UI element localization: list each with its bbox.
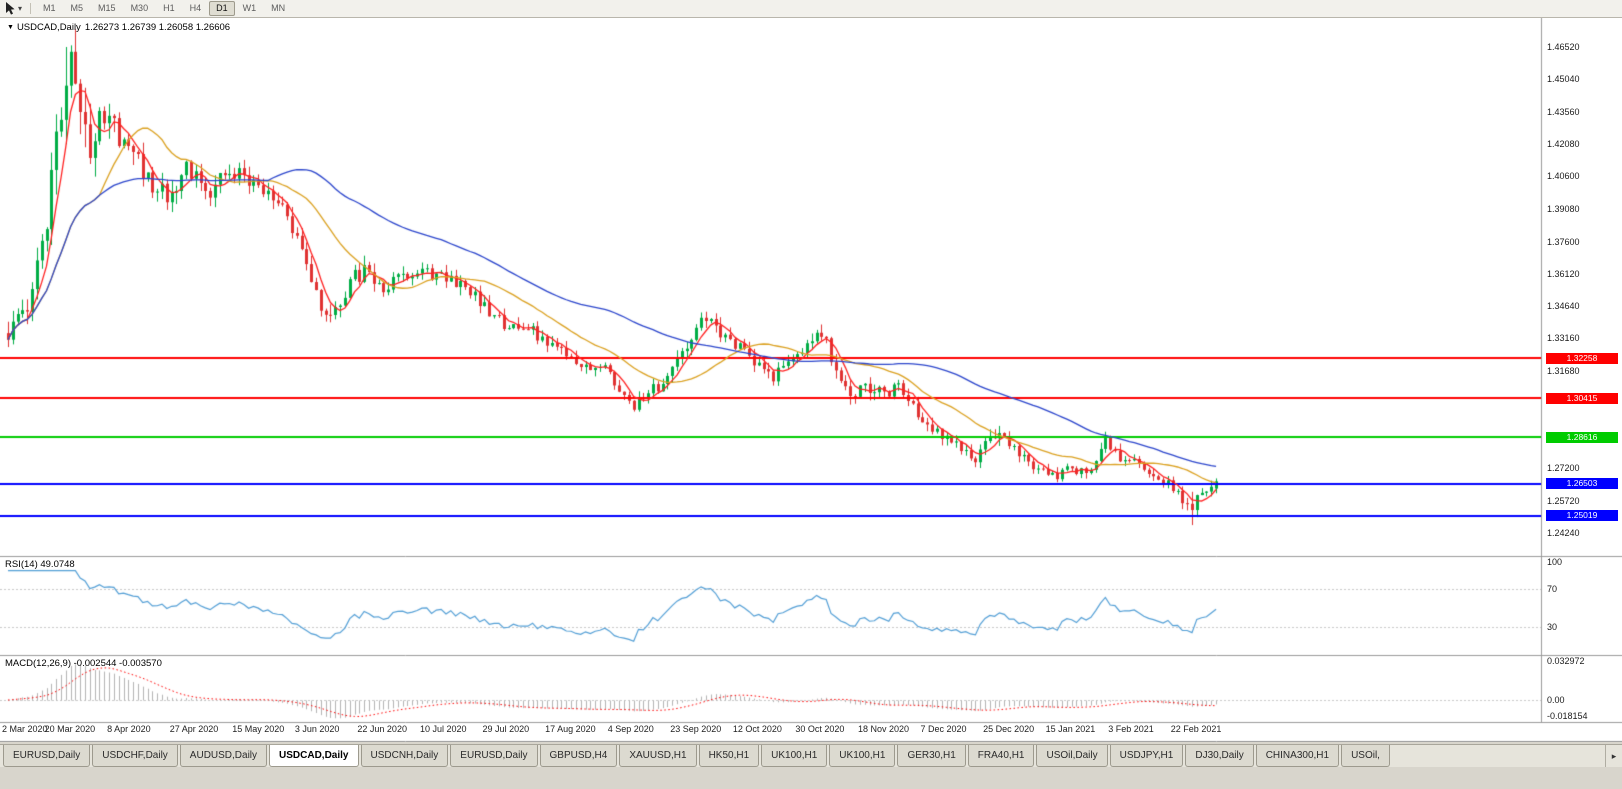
rsi-axis-label: 70 — [1547, 584, 1558, 595]
date-axis-label: 10 Jul 2020 — [419, 724, 467, 734]
timeframe-button-h1[interactable]: H1 — [163, 3, 175, 13]
date-axis-label: 8 Apr 2020 — [107, 724, 151, 734]
date-axis-label: 27 Apr 2020 — [169, 724, 219, 734]
date-axis-label: 7 Dec 2020 — [920, 724, 967, 734]
chart-tab-xauusd-h1[interactable]: XAUUSD,H1 — [619, 745, 697, 767]
chart-tab-bar: EURUSD,Daily USDCHF,Daily AUDUSD,Daily USDC… — [0, 744, 1622, 767]
price-axis-label: 1.45040 — [1547, 74, 1580, 85]
date-axis-label: 3 Feb 2021 — [1108, 724, 1154, 734]
date-axis-label: 22 Feb 2021 — [1170, 724, 1222, 734]
chart-tab-eurusd-daily[interactable]: EURUSD,Daily — [450, 745, 538, 767]
collapse-triangle-icon[interactable]: ▼ — [7, 24, 14, 31]
price-chart-canvas[interactable] — [0, 18, 1622, 742]
chart-tab-audusd-daily[interactable]: AUDUSD,Daily — [179, 745, 268, 767]
rsi-indicator-label: RSI(14) 49.0748 — [5, 559, 75, 570]
price-tag-1.32258: 1.32258 — [1546, 352, 1618, 364]
price-axis-label: 1.31680 — [1547, 365, 1580, 376]
chart-ohlc-values: 1.26273 1.26739 1.26058 1.26606 — [84, 22, 231, 33]
timeframe-button-mn[interactable]: MN — [271, 3, 286, 13]
date-axis-label: 23 Sep 2020 — [670, 724, 722, 734]
date-axis-label: 2 Mar 2020 — [2, 724, 48, 734]
chart-tab-china300-h1[interactable]: CHINA300,H1 — [1255, 745, 1340, 767]
timeframe-button-m15[interactable]: M15 — [98, 3, 116, 13]
top-toolbar: ▾ M1 M5 M15 M30 H1 H4 D1 W1 MN — [0, 0, 1622, 18]
chart-tabs: EURUSD,Daily USDCHF,Daily AUDUSD,Daily USDC… — [0, 745, 1605, 767]
macd-axis-label: 0.00 — [1547, 695, 1565, 705]
price-axis-label: 1.34640 — [1547, 301, 1580, 312]
chart-tab-uk100-h1[interactable]: UK100,H1 — [761, 745, 828, 767]
macd-axis-label: -0.018154 — [1547, 711, 1588, 721]
price-tag-1.28616: 1.28616 — [1546, 431, 1618, 443]
rsi-axis-label: 100 — [1547, 557, 1563, 567]
chart-tab-usdjpy-h1[interactable]: USDJPY,H1 — [1109, 745, 1184, 767]
timeframe-button-m5[interactable]: M5 — [70, 3, 84, 13]
date-axis-label: 15 Jan 2021 — [1045, 724, 1096, 734]
date-axis-label: 3 Jun 2020 — [294, 724, 340, 734]
timeframe-button-d1[interactable]: D1 — [209, 1, 235, 16]
timeframe-toolbar: M1 M5 M15 M30 H1 H4 D1 W1 MN — [36, 1, 293, 16]
date-axis-label: 20 Mar 2020 — [44, 724, 96, 734]
chart-title: ▼ USDCAD,Daily 1.26273 1.26739 1.26058 1.2… — [7, 22, 230, 33]
timeframe-button-m30[interactable]: M30 — [130, 3, 149, 13]
price-axis-label: 1.46520 — [1547, 42, 1580, 52]
rsi-axis-label: 30 — [1547, 621, 1558, 632]
price-axis-label: 1.27200 — [1547, 463, 1580, 474]
chart-tab-ger30-h1[interactable]: GER30,H1 — [897, 745, 966, 767]
timeframe-button-m1[interactable]: M1 — [43, 3, 56, 13]
price-axis-label: 1.40600 — [1547, 171, 1580, 182]
price-axis-label: 1.24240 — [1547, 527, 1580, 538]
date-axis-label: 15 May 2020 — [232, 724, 285, 734]
chart-tab-hk50-h1[interactable]: HK50,H1 — [698, 745, 760, 767]
chart-tab-usdcnh-daily[interactable]: USDCNH,Daily — [360, 745, 449, 767]
macd-indicator-label: MACD(12,26,9) -0.002544 -0.003570 — [5, 658, 162, 669]
cursor-tool-button[interactable] — [2, 1, 18, 16]
price-axis-label: 1.25720 — [1547, 495, 1580, 506]
date-axis-label: 25 Dec 2020 — [983, 724, 1035, 734]
toolbar-separator — [30, 3, 32, 14]
chart-tab-usdcad-daily[interactable]: USDCAD,Daily — [269, 745, 359, 767]
price-tag-1.30415: 1.30415 — [1546, 392, 1618, 404]
chart-tab-uk100-h1[interactable]: UK100,H1 — [829, 745, 896, 767]
date-axis-label: 22 Jun 2020 — [357, 724, 407, 734]
tab-scroll-right-button[interactable]: ▸ — [1605, 745, 1622, 767]
price-axis-label: 1.33160 — [1547, 333, 1580, 344]
cursor-icon — [5, 2, 15, 15]
date-axis-label: 29 Jul 2020 — [482, 724, 530, 734]
macd-axis-label: 0.032972 — [1547, 656, 1585, 666]
price-tag-1.25019: 1.25019 — [1546, 510, 1618, 522]
date-axis-label: 18 Nov 2020 — [857, 724, 909, 734]
chart-tab-dj30-daily[interactable]: DJ30,Daily — [1185, 745, 1254, 767]
price-axis-label: 1.39080 — [1547, 204, 1580, 215]
chart-symbol-label: USDCAD,Daily — [16, 22, 81, 33]
price-axis-label: 1.42080 — [1547, 138, 1580, 149]
chart-tab-gbpusd-h4[interactable]: GBPUSD,H4 — [539, 745, 618, 767]
date-axis-label: 4 Sep 2020 — [607, 724, 654, 734]
chart-tab-fra40-h1[interactable]: FRA40,H1 — [967, 745, 1035, 767]
chart-tab-usdchf-daily[interactable]: USDCHF,Daily — [92, 745, 178, 767]
chevron-down-icon[interactable]: ▾ — [18, 4, 23, 13]
date-axis-label: 17 Aug 2020 — [545, 724, 596, 734]
date-axis-label: 12 Oct 2020 — [732, 724, 782, 734]
timeframe-button-w1[interactable]: W1 — [242, 3, 257, 13]
chart-tab-usoil[interactable]: USOil, — [1341, 745, 1390, 767]
price-tag-1.26503: 1.26503 — [1546, 478, 1618, 490]
price-axis-label: 1.43560 — [1547, 106, 1580, 117]
date-axis-label: 30 Oct 2020 — [795, 724, 845, 734]
price-axis-label: 1.36120 — [1547, 268, 1580, 279]
timeframe-button-h4[interactable]: H4 — [189, 3, 202, 13]
chart-tab-usoil-daily[interactable]: USOil,Daily — [1036, 745, 1108, 767]
price-axis-label: 1.37600 — [1547, 236, 1580, 247]
chart-tab-eurusd-daily[interactable]: EURUSD,Daily — [3, 745, 91, 767]
